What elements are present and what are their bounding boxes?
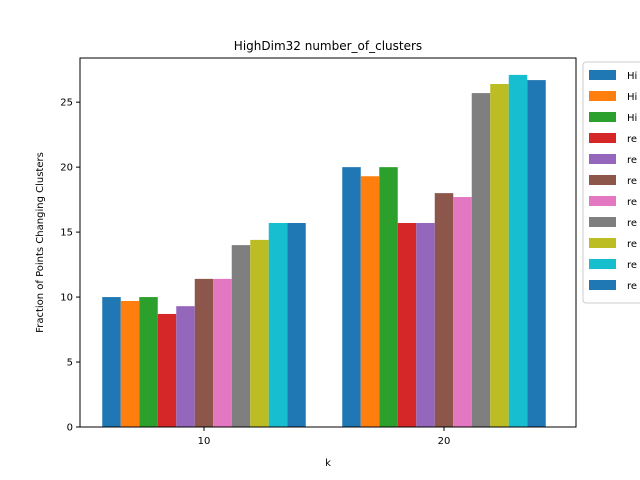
legend-label-7: re [627, 197, 637, 208]
legend-label-1: Hi [627, 71, 637, 82]
legend-swatch-3 [589, 112, 616, 122]
bar-series8-k10 [231, 245, 251, 427]
chart-title: HighDim32 number_of_clusters [234, 39, 422, 53]
axes-frame [79, 57, 577, 428]
y-tick-label: 10 [60, 293, 73, 304]
legend-swatch-2 [589, 91, 616, 101]
bar-series3-k20 [379, 167, 398, 427]
legend-swatch-8 [589, 217, 616, 227]
bar-series2-k20 [360, 176, 380, 427]
legend-label-9: re [627, 239, 637, 250]
bar-series9-k10 [250, 239, 269, 427]
bar-series11-k20 [527, 80, 546, 427]
bar-series7-k10 [213, 278, 232, 427]
y-tick-label: 15 [60, 228, 73, 239]
x-tick-label: 10 [198, 436, 211, 447]
legend-label-5: re [627, 155, 637, 166]
bar-series5-k20 [416, 223, 435, 427]
legend-swatch-6 [589, 175, 616, 185]
bar-series5-k10 [176, 306, 195, 427]
y-ticks-group: 0 5 10 15 20 25 [60, 98, 80, 434]
legend-label-8: re [627, 218, 637, 229]
legend-swatch-7 [589, 196, 616, 206]
legend-swatch-1 [589, 70, 616, 80]
bar-series10-k10 [268, 223, 288, 427]
legend-label-3: Hi [627, 113, 637, 124]
bar-series4-k10 [157, 313, 177, 427]
bars-group [102, 74, 546, 428]
x-ticks-group: 10 20 [198, 427, 451, 447]
bar-series2-k10 [120, 300, 140, 427]
legend-swatch-9 [589, 238, 616, 248]
legend: Hi Hi Hi re re re re re re re re [582, 61, 640, 304]
bar-series4-k20 [397, 223, 417, 427]
y-tick-label: 0 [67, 423, 73, 434]
bar-series8-k20 [471, 93, 491, 427]
bar-series3-k10 [139, 297, 158, 427]
legend-label-6: re [627, 176, 637, 187]
legend-swatch-10 [589, 259, 616, 269]
legend-swatch-11 [589, 280, 616, 290]
y-axis-label: Fraction of Points Changing Clusters [35, 152, 46, 333]
x-tick-label: 20 [438, 436, 451, 447]
y-tick-label: 25 [60, 98, 73, 109]
legend-label-11: re [627, 281, 637, 292]
x-axis-label: k [325, 458, 331, 469]
bar-series6-k20 [434, 193, 454, 427]
legend-label-2: Hi [627, 92, 637, 103]
y-tick-label: 5 [67, 358, 73, 369]
y-tick-label: 20 [60, 163, 73, 174]
legend-label-10: re [627, 260, 637, 271]
bar-series9-k20 [490, 83, 509, 428]
legend-swatch-5 [589, 154, 616, 164]
bar-series7-k20 [453, 197, 472, 427]
bar-series10-k20 [508, 74, 528, 427]
bar-series6-k10 [194, 278, 214, 427]
bar-series1-k20 [342, 167, 361, 427]
bar-series1-k10 [102, 297, 121, 427]
legend-swatch-4 [589, 133, 616, 143]
legend-label-4: re [627, 134, 637, 145]
bar-series11-k10 [287, 223, 306, 427]
